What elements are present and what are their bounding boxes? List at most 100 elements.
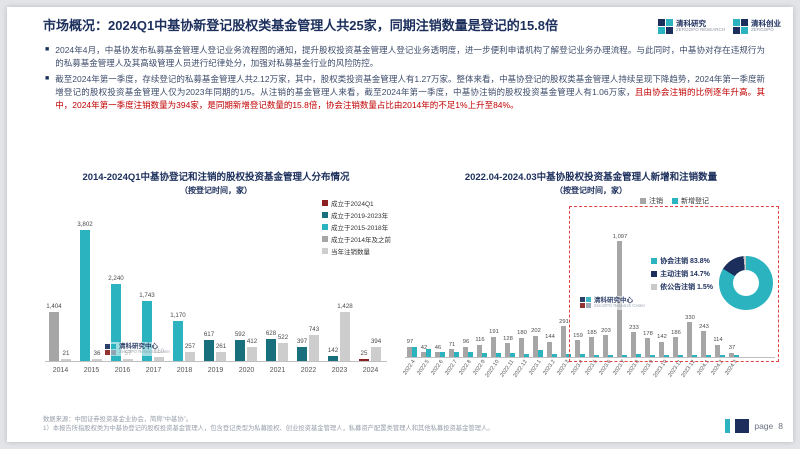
bar-group: 243 2024.1 [696, 239, 713, 376]
deregistration-bar [421, 352, 426, 357]
x-axis-label: 2019 [207, 366, 224, 374]
bullet-item: ■ 2024年4月，中基协发布私募基金管理人登记业务流程图的通知，提升股权投资基… [45, 44, 765, 70]
right-chart-legend: 注销 新增登记 [640, 196, 709, 208]
page-number: 8 [778, 421, 783, 431]
right-chart-title: 2022.04-2024.03中基协股权投资基金管理人新增和注销数量 [464, 172, 718, 183]
zero2ipo-watermark: 清科研究中心 Zero2IPO Research Center [103, 342, 172, 356]
bar-value-label: 522 [277, 333, 289, 341]
bar-group: 142 1,428 2023 [324, 221, 355, 374]
deregistration-bar [435, 352, 440, 357]
bar-value-label: 128 [503, 335, 513, 342]
watermark-en-label: Zero2IPO Research Center [119, 349, 170, 355]
new-registration-bar [608, 355, 613, 357]
legend-swatch [322, 199, 329, 206]
logo-cn-label: 清科研究 [675, 18, 706, 28]
bar-value-label: 1,097 [612, 233, 628, 240]
donut-legend-label: 主动注销 14.7% [660, 270, 710, 278]
legend-item: 成立于2019-2023年 [322, 210, 391, 220]
bar-value-label: 25 [360, 349, 368, 357]
legend-label: 当年注销数量 [331, 248, 371, 256]
watermark-cn-label: 清科研究中心 [594, 296, 634, 304]
deregistration-bar [309, 335, 319, 361]
left-chart: 2014-2024Q1中基协登记和注销的股权投资基金管理人分布情况 （按登记时间… [41, 172, 391, 400]
deregistration-bar [185, 352, 195, 361]
deregistration-bar [729, 352, 734, 357]
bar-value-label: 202 [531, 328, 541, 335]
x-axis-label: 2016 [114, 366, 131, 374]
legend-item: 注销 [640, 196, 663, 206]
logo-en-label: ZERO2IPO RESEARCH [675, 27, 725, 33]
new-registration-bar [552, 354, 557, 357]
new-registration-bar [580, 354, 585, 357]
zero2ipo-logo-icon [580, 297, 592, 309]
x-axis-label: 2015 [83, 366, 100, 374]
bar-group: 1,404 21 2014 [45, 221, 76, 374]
deregistration-bar [561, 326, 566, 357]
bullet-marker-icon: ■ [45, 75, 50, 83]
deregistration-bar [491, 336, 496, 357]
x-axis-label: 2020 [238, 366, 255, 374]
watermark-text: 清科研究中心 Zero2IPO Research Center [594, 297, 645, 309]
logo-square [111, 349, 116, 355]
definition-note: 1）本报告所指股权类为中基协登记的股权投资基金管理人，包含登记类型为私募股权、创… [43, 425, 494, 433]
registration-bar [266, 339, 276, 361]
bar-group: 180 2022.12 [513, 239, 531, 379]
bar-value-label: 42 [420, 344, 428, 351]
new-registration-bar [706, 355, 711, 357]
zero2ipo-research-logo: 清科研究 ZERO2IPO RESEARCH [657, 18, 725, 34]
header-logos: 清科研究 ZERO2IPO RESEARCH 清科创业 ZERO2IPO [657, 18, 781, 34]
logo-square [580, 303, 586, 309]
left-plot-area: 成立于2024Q1 成立于2019-2023年 成立于2015-2018年 成立于20… [41, 198, 391, 384]
new-registration-bar [636, 354, 641, 357]
bar-value-label: 1,743 [139, 291, 155, 299]
x-axis-label: 2017 [145, 366, 162, 374]
registration-bar [111, 283, 121, 361]
new-registration-bar [566, 353, 571, 357]
footnotes: 数据来源：中国证券投资基金业协会，简称“中基协”。 1）本报告所指股权类为中基协… [43, 415, 643, 435]
bar-value-label: 96 [462, 339, 470, 346]
bar-value-label: 203 [601, 327, 611, 334]
zero2ipo-logo-icon [733, 19, 748, 34]
bar-value-label: 394 [370, 338, 382, 346]
bar-value-label: 261 [215, 342, 227, 350]
watermark-text: 清科研究中心 Zero2IPO Research Center [119, 343, 170, 355]
x-axis-label: 2023 [331, 366, 348, 374]
left-chart-title: 2014-2024Q1中基协登记和注销的股权投资基金管理人分布情况 [82, 172, 350, 183]
bar-group: 42 2022.5 [416, 239, 433, 376]
registration-bar [49, 312, 59, 361]
deregistration-bar [61, 359, 71, 361]
page-square-icon [735, 419, 750, 433]
watermark-en-label: Zero2IPO Research Center [594, 303, 645, 309]
x-axis-label: 2022.4 [402, 358, 417, 377]
bar-value-label: 37 [728, 345, 736, 352]
bar-value-label: 743 [308, 326, 320, 334]
bar-value-label: 116 [475, 337, 485, 344]
x-axis-label: 2023.7 [612, 358, 627, 377]
legend-label: 成立于2024Q1 [331, 200, 374, 208]
header: 市场概况：2024Q1中基协新登记股权类基金管理人共25家，同期注销数量是登记的… [7, 7, 793, 35]
x-axis-label: 2022.6 [430, 358, 445, 377]
registration-bar [142, 300, 152, 361]
bar-value-label: 1,170 [170, 311, 186, 319]
bar-group: 233 2023.8 [626, 239, 643, 376]
bar-group: 592 412 2020 [231, 221, 262, 373]
donut-legend-label: 依公告注销 1.5% [660, 283, 713, 291]
donut-hole [733, 269, 759, 296]
deregistration-bar [589, 337, 594, 357]
deregistration-bar [123, 358, 133, 361]
x-axis-label: 2022 [300, 366, 317, 374]
logo-square [580, 297, 586, 303]
legend-item: 成立于2024Q1 [322, 198, 391, 208]
bar-value-label: 191 [489, 329, 499, 336]
bar-group: 25 394 2024 [355, 221, 386, 374]
x-axis-label: 2024.1 [696, 358, 711, 377]
bar-value-label: 592 [234, 331, 246, 339]
new-registration-bar [454, 352, 459, 357]
logo-en-label: ZERO2IPO [751, 27, 774, 33]
new-registration-bar [510, 353, 515, 357]
x-axis-label: 2021 [269, 366, 286, 374]
new-registration-bar [482, 352, 487, 357]
deregistration-bar [715, 344, 720, 357]
bar-group: 628 522 2021 [262, 221, 293, 374]
logo-square [665, 19, 673, 26]
